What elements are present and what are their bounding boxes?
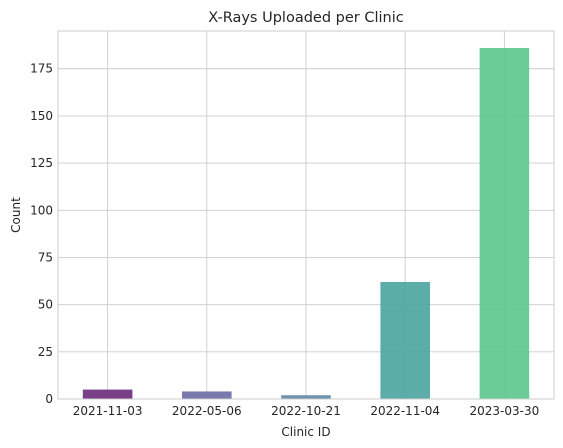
bar-2022-11-04 (380, 282, 430, 399)
y-axis-label: Count (9, 197, 23, 233)
chart-title: X-Rays Uploaded per Clinic (208, 10, 403, 26)
y-tick-labels: 0 25 50 75 100 125 150 175 (30, 62, 53, 406)
x-tick-labels: 2021-11-03 2022-05-06 2022-10-21 2022-11-04… (73, 404, 540, 418)
x-tick-label-2021-11-03: 2021-11-03 (73, 404, 143, 418)
y-tick-label-50: 50 (38, 298, 53, 312)
x-tick-label-2022-10-21: 2022-10-21 (271, 404, 341, 418)
bar-2022-05-06 (182, 391, 232, 399)
y-tick-label-100: 100 (30, 203, 53, 217)
x-tick-label-2023-03-30: 2023-03-30 (470, 404, 540, 418)
y-tick-label-75: 75 (38, 250, 53, 264)
y-tick-label-150: 150 (30, 109, 53, 123)
y-tick-label-175: 175 (30, 62, 53, 76)
x-axis-label: Clinic ID (281, 425, 330, 439)
bar-2021-11-03 (83, 390, 133, 399)
y-tick-label-0: 0 (45, 392, 53, 406)
y-tick-label-25: 25 (38, 345, 53, 359)
bar-2022-10-21 (281, 395, 331, 399)
bar-2023-03-30 (480, 48, 530, 399)
y-tick-label-125: 125 (30, 156, 53, 170)
x-tick-label-2022-05-06: 2022-05-06 (172, 404, 242, 418)
x-tick-label-2022-11-04: 2022-11-04 (370, 404, 440, 418)
